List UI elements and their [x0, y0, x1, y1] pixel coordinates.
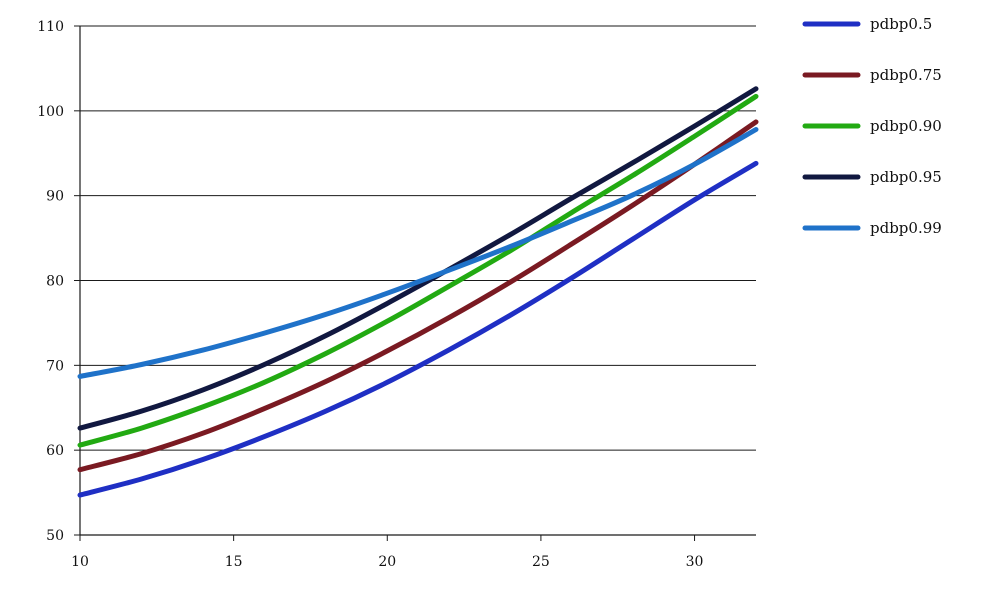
series-line-pdbp0.90: [77, 93, 759, 448]
tick-labels: 50 60 70 80 90 100 110 10 15 20 25 30: [37, 19, 703, 570]
series-line-pdbp0.5: [77, 160, 759, 498]
series-line-pdbp0.75: [77, 119, 759, 473]
series-line-pdbp0.99: [77, 127, 759, 379]
tick-label-y: 70: [46, 358, 64, 374]
legend-label-pdbp0.90: pdbp0.90: [870, 117, 942, 135]
grid-lines: [80, 25, 756, 451]
tick-label-y: 60: [46, 443, 64, 459]
tick-label-x: 25: [532, 554, 550, 570]
tick-label-y: 100: [37, 104, 64, 120]
tick-label-y: 80: [46, 274, 64, 290]
tick-label-y: 110: [37, 19, 64, 35]
tick-label-x: 15: [225, 554, 243, 570]
tick-label-y: 90: [46, 189, 64, 205]
legend: pdbp0.5 pdbp0.75 pdbp0.90 pdbp0.95 pdbp0.99: [802, 15, 942, 237]
tick-label-x: 10: [71, 554, 89, 570]
tick-label-y: 50: [46, 528, 64, 544]
legend-label-pdbp0.99: pdbp0.99: [870, 219, 942, 237]
axes: [74, 25, 756, 541]
tick-label-x: 30: [686, 554, 704, 570]
legend-label-pdbp0.5: pdbp0.5: [870, 15, 932, 33]
tick-label-x: 20: [378, 554, 396, 570]
legend-label-pdbp0.75: pdbp0.75: [870, 66, 942, 84]
legend-label-pdbp0.95: pdbp0.95: [870, 168, 942, 186]
series-line-pdbp0.95: [77, 86, 759, 431]
series-lines: [77, 86, 759, 498]
